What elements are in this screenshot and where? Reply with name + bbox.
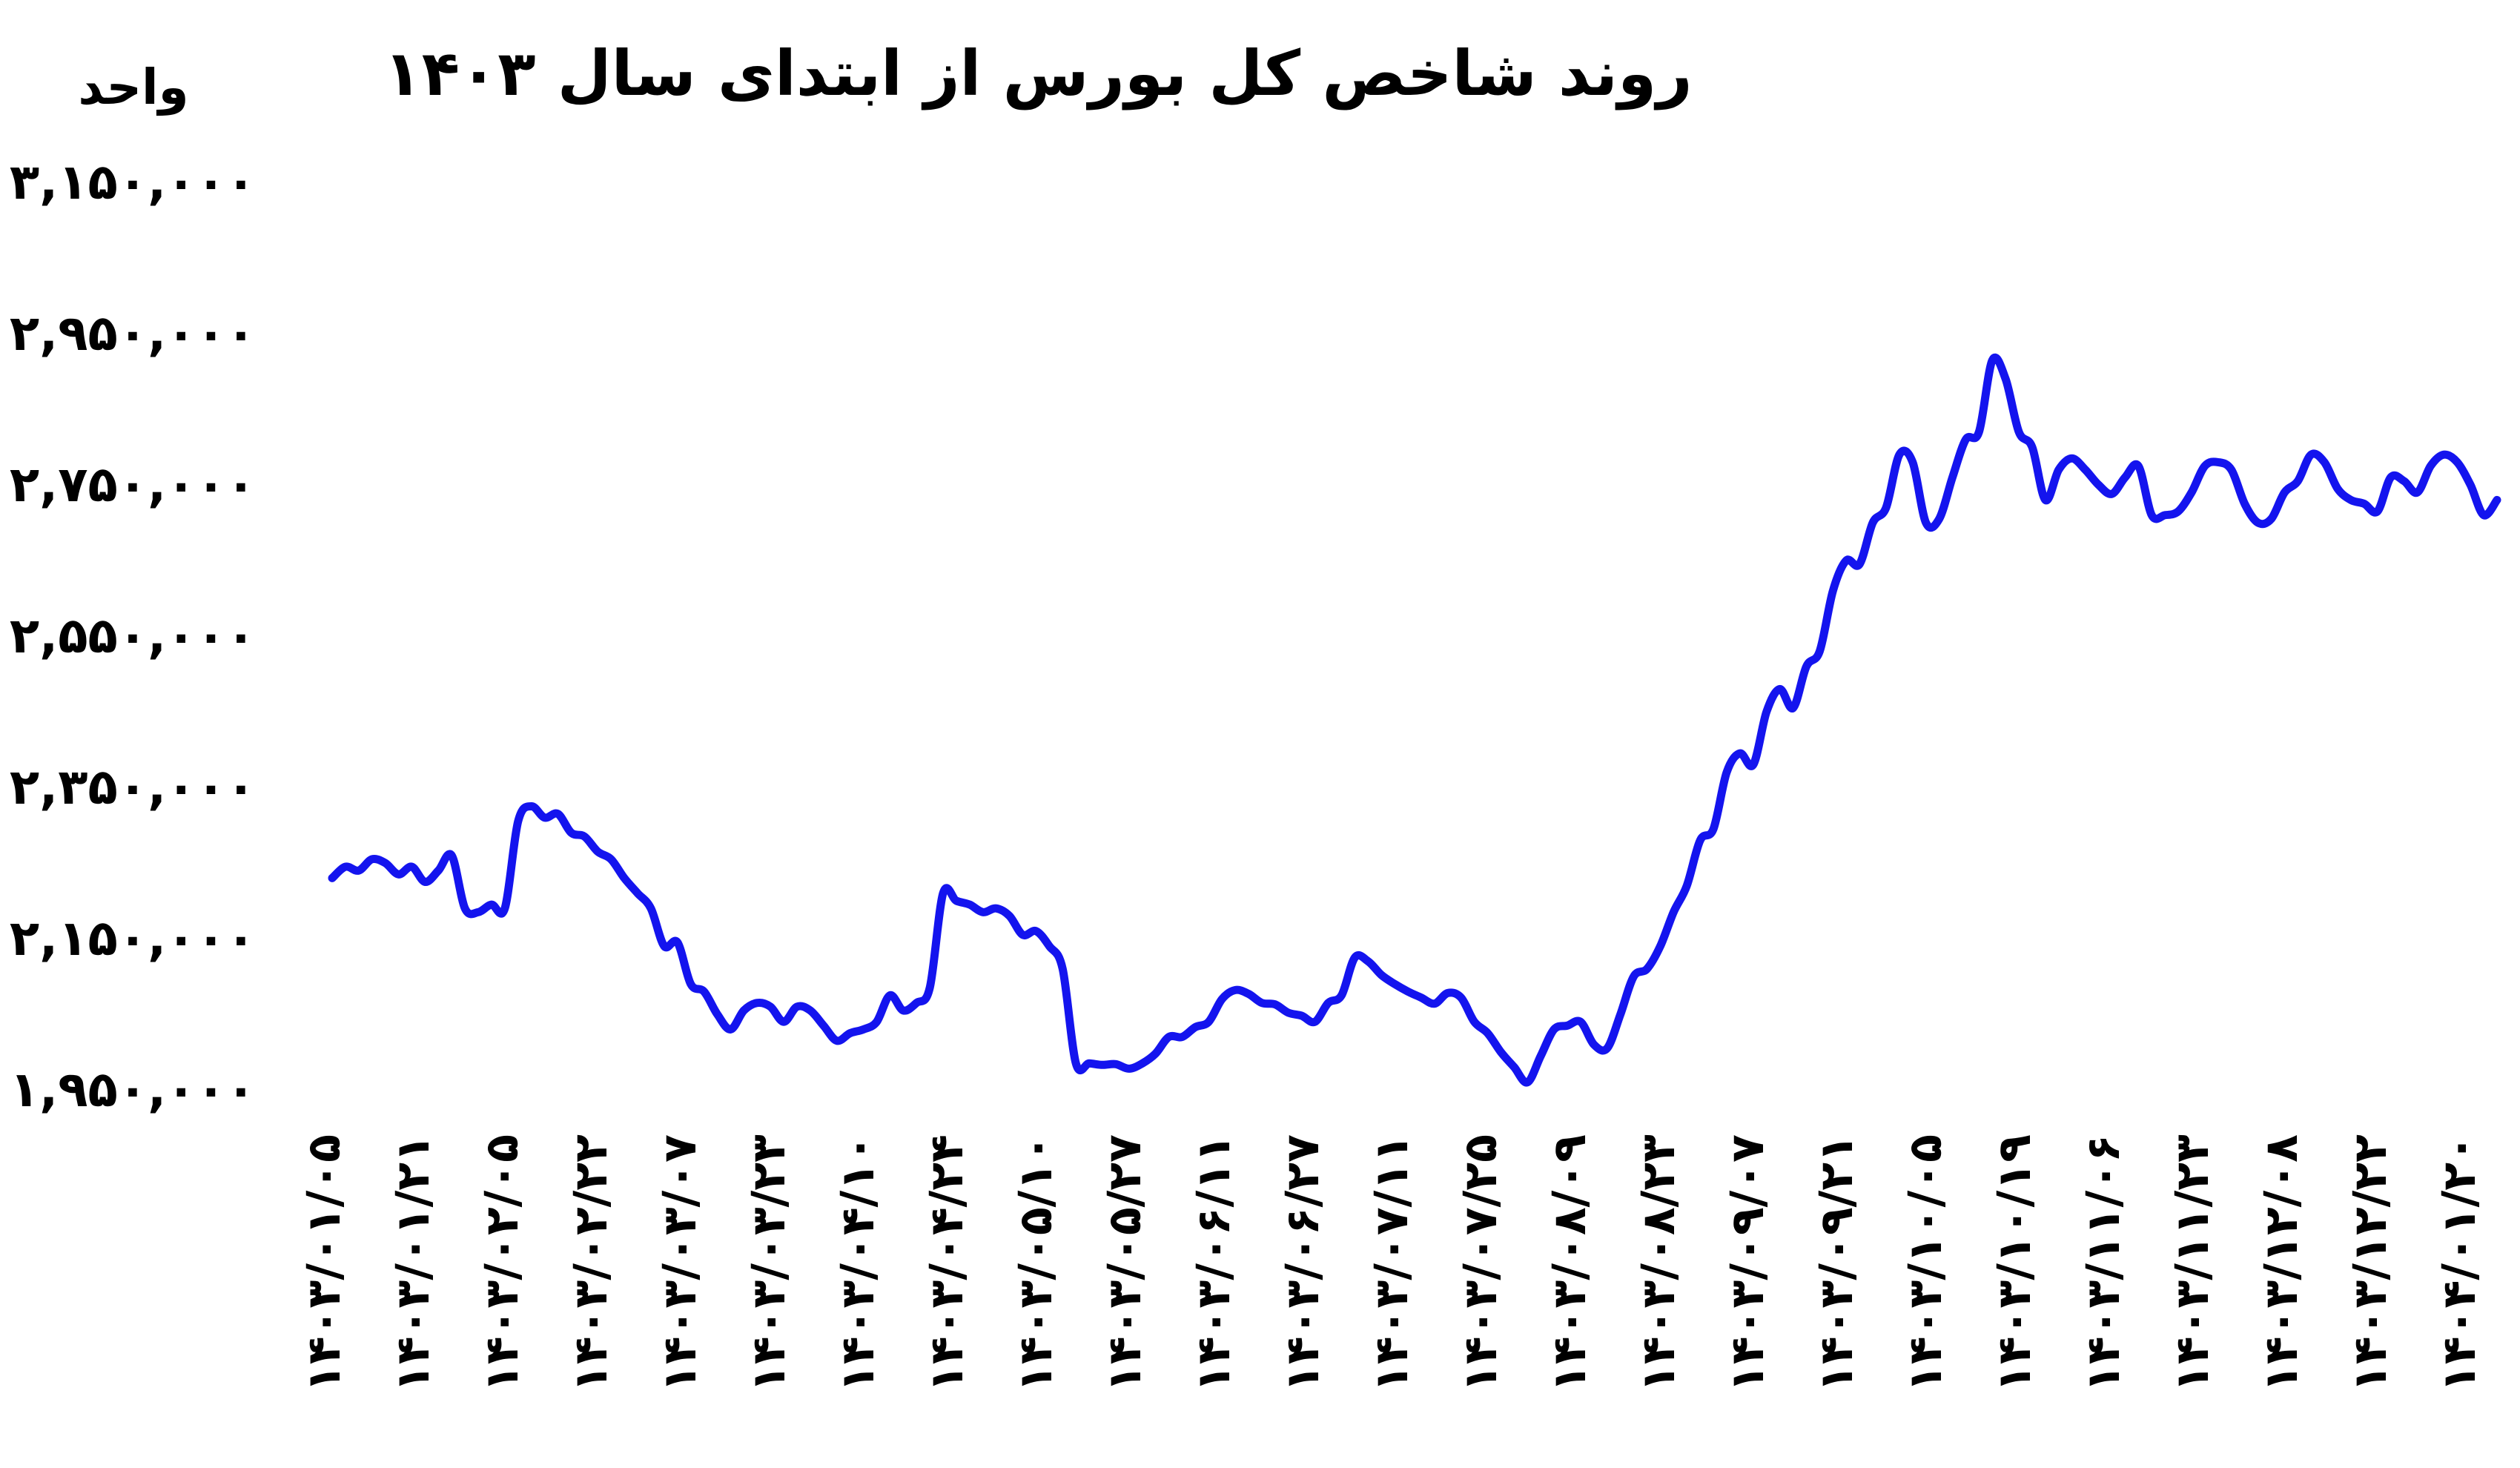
x-tick-label: ۱۴۰۳/۰۹/۰۷	[1720, 1134, 1774, 1392]
chart-title: روند شاخص کل بورس از ابتدای سال ۱۴۰۳	[383, 37, 1692, 110]
y-tick-label: ۲,۵۵۰,۰۰۰	[10, 607, 256, 664]
x-tick-label: ۱۴۰۳/۰۲/۰۵	[474, 1134, 529, 1392]
x-tick-label: ۱۴۰۳/۰۳/۰۷	[652, 1134, 707, 1392]
series-line-0	[328, 353, 2501, 1087]
x-tick-label: ۱۴۰۴/۰۱/۲۰	[2432, 1134, 2486, 1392]
x-tick-label: ۱۴۰۳/۰۸/۰۹	[1542, 1134, 1596, 1392]
x-tick-label: ۱۴۰۳/۰۸/۲۳	[1631, 1134, 1685, 1392]
x-tick-label: ۱۴۰۳/۰۴/۱۰	[830, 1134, 884, 1392]
x-tick-label: ۱۴۰۳/۰۵/۱۰	[1008, 1134, 1062, 1392]
x-tick-label: ۱۴۰۳/۰۱/۰۵	[297, 1134, 351, 1392]
x-tick-label: ۱۴۰۳/۱۱/۲۳	[2165, 1134, 2219, 1392]
x-tick-label: ۱۴۰۳/۱۱/۰۶	[2076, 1134, 2130, 1392]
x-tick-label: ۱۴۰۳/۰۱/۲۱	[386, 1134, 440, 1392]
x-tick-label: ۱۴۰۳/۰۶/۱۱	[1186, 1134, 1240, 1392]
x-tick-label: ۱۴۰۳/۰۷/۲۵	[1453, 1134, 1507, 1392]
y-tick-label: ۲,۷۵۰,۰۰۰	[10, 456, 256, 513]
x-tick-label: ۱۴۰۳/۰۴/۲۴	[919, 1134, 973, 1392]
x-tick-label: ۱۴۰۳/۰۷/۱۱	[1364, 1134, 1418, 1392]
y-axis-ticks: ۱,۹۵۰,۰۰۰ ۲,۱۵۰,۰۰۰ ۲,۳۵۰,۰۰۰ ۲,۵۵۰,۰۰۰ ۲,۷۵…	[10, 153, 256, 1118]
x-tick-label: ۱۴۰۳/۰۹/۲۱	[1809, 1134, 1863, 1392]
y-tick-label: ۲,۱۵۰,۰۰۰	[10, 910, 256, 967]
x-tick-label: ۱۴۰۳/۰۲/۲۲	[563, 1134, 618, 1392]
series-layer	[328, 353, 2501, 1087]
x-axis-ticks: ۱۴۰۳/۰۱/۰۵ ۱۴۰۳/۰۱/۲۱ ۱۴۰۳/۰۲/۰۵ ۱۴۰۳/۰۲/۲۲…	[297, 1134, 2486, 1392]
x-tick-label: ۱۴۰۳/۰۳/۲۳	[741, 1134, 796, 1392]
y-tick-label: ۲,۹۵۰,۰۰۰	[10, 305, 256, 362]
y-tick-label: ۲,۳۵۰,۰۰۰	[10, 758, 256, 816]
x-tick-label: ۱۴۰۳/۰۶/۲۷	[1275, 1134, 1329, 1392]
y-axis-unit-label: واحد	[78, 59, 188, 116]
x-tick-label: ۱۴۰۳/۰۵/۲۷	[1097, 1134, 1151, 1392]
x-tick-label: ۱۴۰۳/۱۰/۱۹	[1987, 1134, 2041, 1392]
y-tick-label: ۳,۱۵۰,۰۰۰	[10, 153, 256, 211]
x-tick-label: ۱۴۰۳/۱۰/۰۵	[1898, 1134, 1952, 1392]
x-tick-label: ۱۴۰۳/۱۲/۲۲	[2343, 1134, 2397, 1392]
y-tick-label: ۱,۹۵۰,۰۰۰	[10, 1061, 256, 1118]
x-tick-label: ۱۴۰۳/۱۲/۰۸	[2254, 1134, 2308, 1392]
